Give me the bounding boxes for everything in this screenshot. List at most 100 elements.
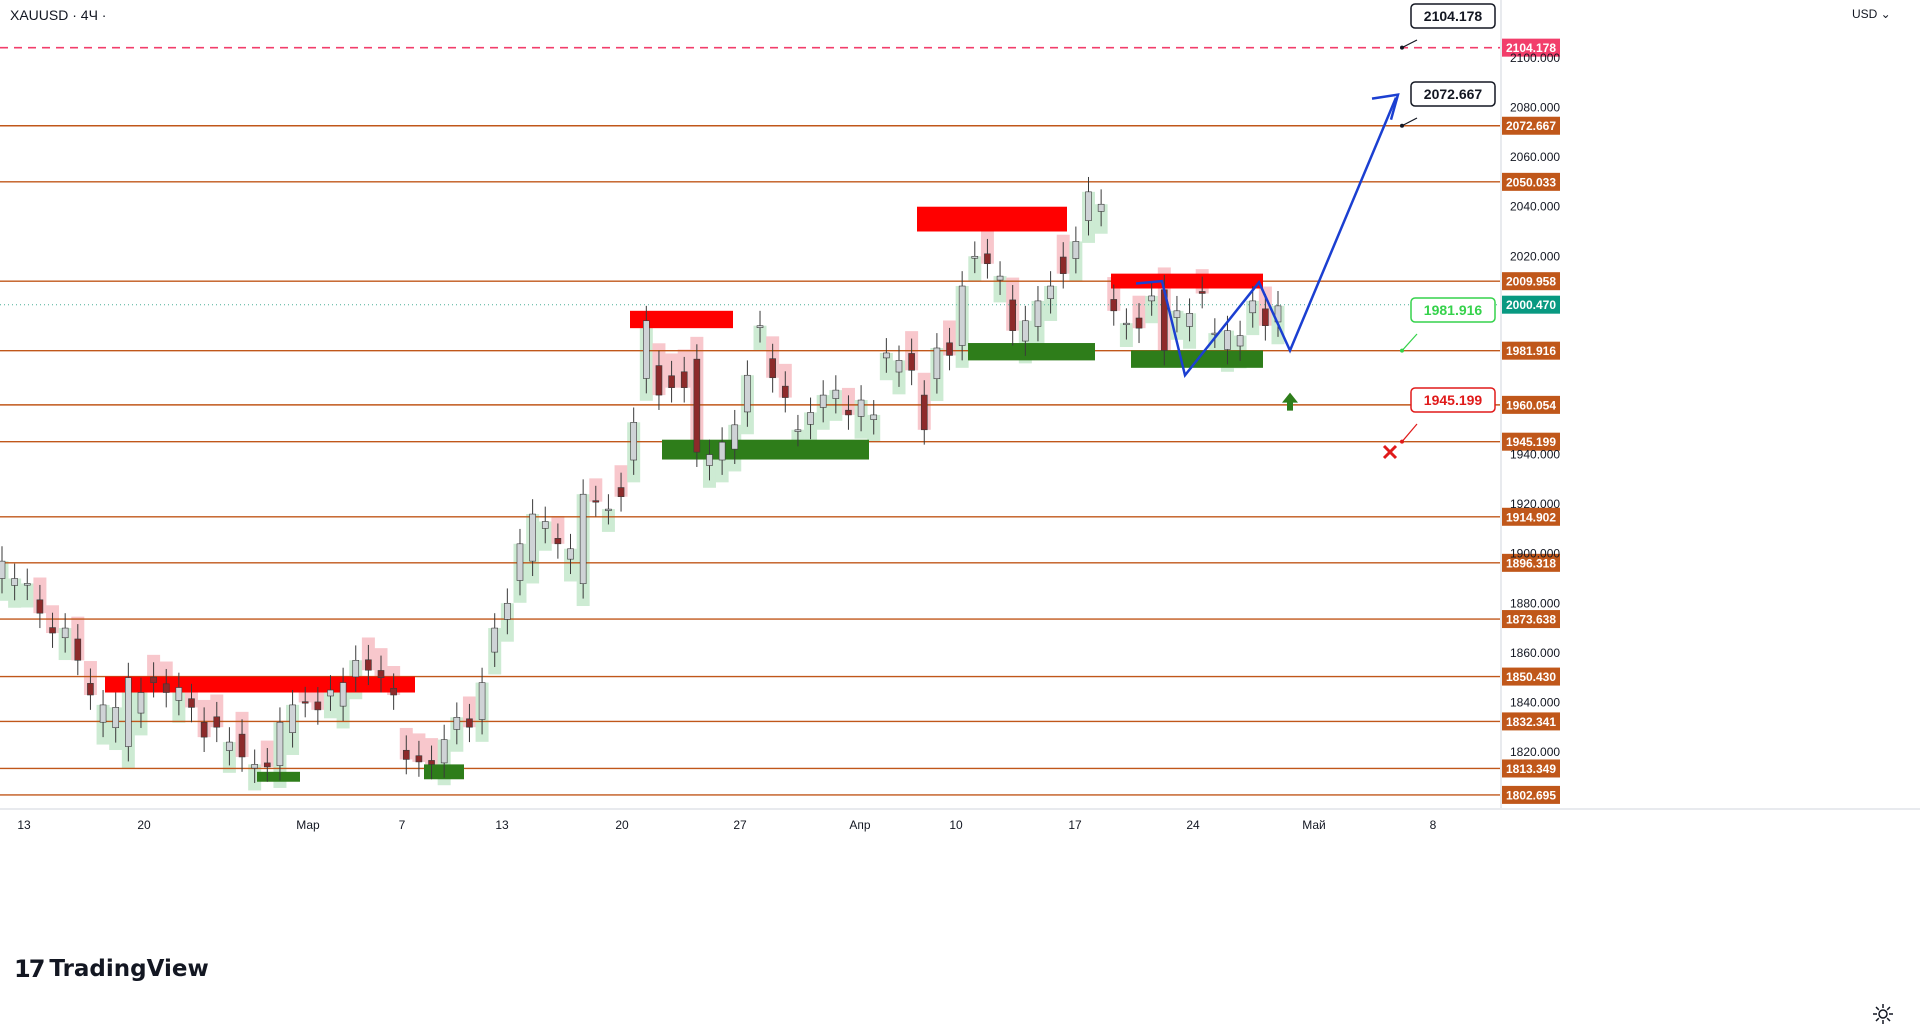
time-axis-tick: 13 (495, 818, 509, 832)
candle-bull (605, 508, 612, 511)
projected-path-line (1135, 97, 1398, 379)
candle-bull (504, 602, 511, 620)
candle-bull (630, 422, 637, 461)
level-price-label: 1896.318 (1502, 553, 1560, 572)
level-price-label-text: 1896.318 (1506, 556, 1556, 570)
candle-bull (478, 682, 486, 720)
level-price-label-text: 1802.695 (1506, 788, 1556, 802)
candle-bear (655, 365, 663, 396)
candle-bull (1236, 335, 1244, 347)
price-callout-anchor (1400, 348, 1404, 353)
candle-bull (1249, 300, 1257, 314)
currency-selector[interactable]: USD ⌄ (1852, 7, 1891, 21)
price-callout-text: 1945.199 (1424, 392, 1483, 408)
candle-bear (402, 749, 410, 760)
candle-bear (377, 670, 385, 678)
price-axis-tick: 1820.000 (1510, 745, 1560, 759)
candle-bull (226, 741, 233, 751)
time-axis-tick: 17 (1068, 818, 1082, 832)
candle-bull (125, 677, 132, 747)
candle-bull (276, 721, 284, 766)
price-axis-tick: 2040.000 (1510, 200, 1560, 214)
candle-bull (579, 493, 587, 585)
candle-bear (1198, 291, 1206, 294)
level-price-label-text: 1832.341 (1506, 715, 1556, 729)
candle-bull (1047, 285, 1054, 299)
candle-bull (529, 513, 536, 562)
price-callout-box (1410, 297, 1496, 323)
level-price-label-bg (1502, 341, 1560, 360)
tradingview-logo-icon: 17 (14, 955, 45, 983)
candle-bear (668, 375, 675, 388)
level-price-label: 2072.667 (1502, 116, 1560, 135)
level-price-label: 2104.178 (1502, 38, 1560, 57)
current-price-label: 2000.470 (1502, 295, 1560, 314)
level-price-label-bg (1502, 38, 1560, 57)
candle-bull (516, 543, 524, 581)
candle-bear (49, 627, 56, 634)
time-axis-tick: 27 (733, 818, 747, 832)
current-price-label-bg (1502, 295, 1560, 314)
price-callout-box (1410, 3, 1496, 29)
candle-bull (870, 414, 878, 420)
level-price-label-bg (1502, 667, 1560, 686)
time-axis: 13 20 Мар 7 13 20 27 Апр 10 17 24 Май 8 (17, 818, 1436, 832)
candle-bear (1135, 317, 1143, 329)
demand-zone (662, 439, 869, 460)
symbol-label[interactable]: XAUUSD · 4Ч · (10, 7, 107, 23)
buy-arrow-icon (1282, 392, 1298, 411)
candle-bear (693, 358, 701, 453)
candle-bull (744, 374, 751, 413)
candle-bear (428, 760, 435, 765)
price-callout-text: 2104.178 (1424, 8, 1483, 24)
candle-bull (1034, 300, 1042, 327)
candle-bull (11, 578, 18, 586)
candle-bear (845, 409, 852, 416)
candle-bull (1072, 241, 1080, 259)
candle-bull (1186, 312, 1193, 327)
candle-bull (327, 689, 334, 697)
candle-bull (289, 704, 296, 733)
time-axis-tick: 10 (949, 818, 963, 832)
candle-bear (390, 688, 397, 696)
level-price-label: 1832.341 (1502, 712, 1560, 731)
candle-bull (971, 255, 979, 259)
candle-bull (996, 275, 1004, 281)
candle-bull (440, 739, 448, 764)
tradingview-logo[interactable]: 17 TradingView (14, 955, 209, 983)
level-price-label-text: 1850.430 (1506, 670, 1556, 684)
current-price-label-text: 2000.470 (1506, 298, 1556, 312)
candle-bull (352, 659, 360, 678)
level-price-label: 2050.033 (1502, 172, 1560, 191)
price-callout: 2072.667 (1400, 81, 1496, 128)
candle-bear (984, 253, 991, 265)
time-axis-tick: 24 (1186, 818, 1200, 832)
currency-label: USD (1852, 7, 1878, 21)
projected-path-arrowhead (1371, 93, 1400, 120)
candle-bull (857, 399, 865, 417)
level-price-label-text: 2050.033 (1506, 175, 1556, 189)
settings-gear-icon[interactable] (1872, 1003, 1894, 1025)
price-axis-tick: 1860.000 (1510, 646, 1560, 660)
candle-bull (0, 560, 6, 579)
price-callout-anchor (1400, 45, 1404, 50)
level-price-label: 1945.199 (1502, 432, 1560, 451)
demand-zone (968, 343, 1095, 361)
candle-bull (794, 429, 802, 432)
candle-bear (36, 599, 44, 614)
candle-bear (1009, 299, 1016, 331)
candle-bear (150, 676, 157, 683)
candle-bull (23, 583, 31, 586)
level-price-label-text: 1960.054 (1506, 398, 1556, 412)
candle-bull (491, 627, 499, 653)
level-price-label-text: 2072.667 (1506, 119, 1556, 133)
price-callout-pointer (1401, 117, 1418, 127)
level-price-label-bg (1502, 116, 1560, 135)
price-callout-box (1410, 387, 1496, 413)
candle-bear (466, 718, 473, 728)
candle-bull (99, 704, 107, 723)
candle-bull (718, 441, 726, 461)
candle-bear (1110, 299, 1118, 312)
candle-bull (61, 627, 69, 639)
